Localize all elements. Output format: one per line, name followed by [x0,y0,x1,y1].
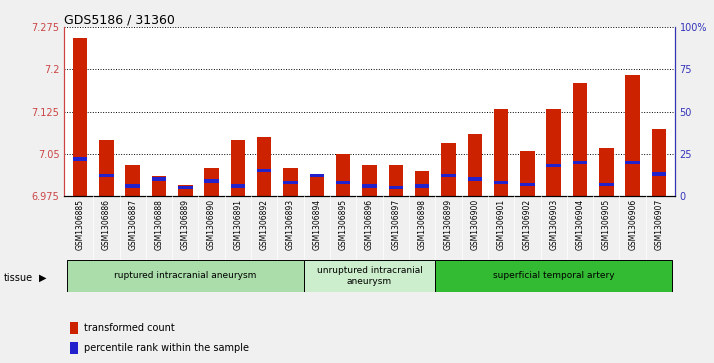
Bar [67,260,303,291]
Bar [520,183,535,186]
Text: GSM1306902: GSM1306902 [523,199,532,250]
Bar [336,181,351,184]
Text: GDS5186 / 31360: GDS5186 / 31360 [64,13,175,26]
Bar [73,157,87,160]
Bar [283,181,298,184]
Text: GSM1306895: GSM1306895 [338,199,348,250]
Bar [441,143,456,196]
Bar [336,154,351,196]
Text: GSM1306906: GSM1306906 [628,199,637,250]
Bar [231,140,245,196]
Text: GSM1306891: GSM1306891 [233,199,243,250]
Bar [573,160,587,164]
Bar [415,184,429,188]
Bar [599,148,613,196]
Bar [388,186,403,189]
Bar [494,181,508,184]
Text: percentile rank within the sample: percentile rank within the sample [84,343,249,353]
Bar [362,165,377,196]
Bar [625,75,640,196]
Text: GSM1306894: GSM1306894 [312,199,321,250]
Text: tissue: tissue [4,273,33,283]
Bar [546,164,561,167]
Bar [652,172,666,176]
Bar [231,184,245,188]
Bar [468,134,482,196]
Bar [99,174,114,178]
Bar [362,184,377,188]
Text: GSM1306900: GSM1306900 [471,199,479,250]
Text: GSM1306904: GSM1306904 [575,199,585,250]
Bar [468,178,482,181]
Bar [126,165,140,196]
Bar [652,129,666,196]
Text: GSM1306899: GSM1306899 [444,199,453,250]
Text: GSM1306897: GSM1306897 [391,199,401,250]
Text: GSM1306888: GSM1306888 [154,199,164,250]
Bar [303,260,436,291]
Bar [257,137,271,196]
Bar [599,183,613,186]
Bar [388,165,403,196]
Bar [152,176,166,196]
Bar [126,184,140,188]
Text: ruptured intracranial aneurysm: ruptured intracranial aneurysm [114,272,256,280]
Text: GSM1306892: GSM1306892 [260,199,268,250]
Text: GSM1306887: GSM1306887 [129,199,137,250]
Text: GSM1306889: GSM1306889 [181,199,190,250]
Bar [73,38,87,196]
Bar [204,179,219,183]
Text: GSM1306901: GSM1306901 [496,199,506,250]
Text: ▶: ▶ [39,273,47,283]
Bar [178,185,193,196]
Text: GSM1306903: GSM1306903 [549,199,558,250]
Bar [494,109,508,196]
Bar [625,160,640,164]
Text: unruptured intracranial
aneurysm: unruptured intracranial aneurysm [316,266,423,286]
Bar [573,83,587,196]
Text: GSM1306890: GSM1306890 [207,199,216,250]
Bar [152,178,166,181]
Bar [520,151,535,196]
Text: GSM1306905: GSM1306905 [602,199,610,250]
Bar [71,342,79,354]
Bar [71,322,79,334]
Bar [441,174,456,178]
Text: GSM1306907: GSM1306907 [655,199,663,250]
Text: GSM1306898: GSM1306898 [418,199,427,250]
Bar [204,168,219,196]
Bar [310,174,324,178]
Bar [257,169,271,172]
Bar [415,171,429,196]
Bar [178,186,193,189]
Text: GSM1306885: GSM1306885 [76,199,84,250]
Text: GSM1306886: GSM1306886 [102,199,111,250]
Text: GSM1306893: GSM1306893 [286,199,295,250]
Bar [99,140,114,196]
Text: superficial temporal artery: superficial temporal artery [493,272,615,280]
Bar [283,168,298,196]
Text: transformed count: transformed count [84,323,175,333]
Bar [436,260,672,291]
Bar [546,109,561,196]
Text: GSM1306896: GSM1306896 [365,199,374,250]
Bar [310,176,324,196]
